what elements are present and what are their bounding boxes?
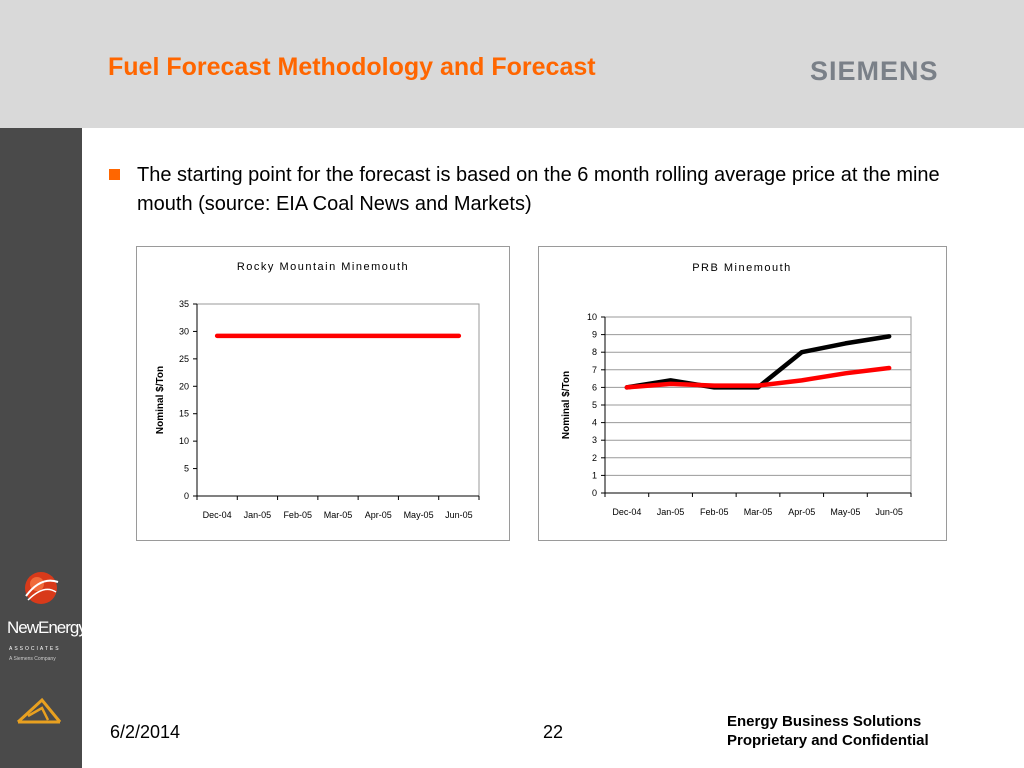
page-number: 22: [543, 722, 564, 742]
y-axis-label: Nominal $/Ton: [155, 366, 166, 434]
x-tick-label: Jan-05: [657, 507, 685, 517]
x-tick-label: Apr-05: [788, 507, 815, 517]
chart-title: PRB Minemouth: [692, 262, 792, 274]
footer-line-1: Energy Business Solutions: [727, 713, 922, 730]
triangle-logo-icon: [16, 697, 62, 724]
x-tick-label: Mar-05: [744, 507, 773, 517]
chart-svg: Rocky Mountain Minemouth 0 5 10 15 20 25 30 35 De…: [155, 261, 480, 520]
y-axis-label: Nominal $/Ton: [561, 371, 572, 439]
x-tick-label: Dec-04: [203, 510, 232, 520]
y-tick-label: 9: [592, 330, 597, 340]
y-tick-label: 7: [592, 365, 597, 375]
chart-title: Rocky Mountain Minemouth: [237, 261, 409, 273]
y-tick-label: 0: [592, 488, 597, 498]
bullet-text: The starting point for the forecast is b…: [137, 164, 940, 215]
x-tick-label: Jun-05: [875, 507, 903, 517]
y-tick-label: 15: [179, 409, 189, 419]
x-tick-label: May-05: [404, 510, 434, 520]
x-tick-label: Apr-05: [365, 510, 392, 520]
footer-line-2: Proprietary and Confidential: [727, 732, 929, 749]
x-tick-label: Feb-05: [700, 507, 729, 517]
plot-frame: [196, 303, 480, 497]
y-tick-label: 8: [592, 347, 597, 357]
y-tick-label: 20: [179, 381, 189, 391]
page-title: Fuel Forecast Methodology and Forecast: [108, 53, 596, 81]
x-tick-label: Mar-05: [324, 510, 353, 520]
siemens-logo: SIEMENS: [810, 56, 939, 86]
y-tick-label: 35: [179, 299, 189, 309]
newenergy-logo-icon: [25, 572, 59, 604]
series-line-0: [624, 334, 892, 390]
footer-date: 6/2/2014: [110, 722, 181, 742]
x-tick-label: Feb-05: [283, 510, 312, 520]
series-line-1: [624, 365, 892, 390]
y-tick-label: 5: [184, 464, 189, 474]
footer-confidential: Energy Business Solutions Proprietary an…: [727, 712, 929, 750]
rocky-mountain-chart: Rocky Mountain Minemouth 0 5 10 15 20 25 30 35 De…: [136, 246, 510, 541]
y-tick-label: 10: [179, 436, 189, 446]
chart-svg: PRB Minemouth 0 1 2 3 4 5 6 7 8 9 10 Dec-04 Jan-05 Feb…: [561, 262, 912, 517]
y-tick-label: 0: [184, 491, 189, 501]
y-tick-label: 1: [592, 470, 597, 480]
y-tick-label: 4: [592, 418, 597, 428]
prb-chart: PRB Minemouth 0 1 2 3 4 5 6 7 8 9 10 Dec-04 Jan-05 Feb…: [538, 246, 947, 541]
x-tick-label: Jun-05: [445, 510, 473, 520]
y-tick-label: 5: [592, 400, 597, 410]
x-tick-label: May-05: [830, 507, 860, 517]
x-tick-label: Jan-05: [244, 510, 272, 520]
y-tick-label: 2: [592, 453, 597, 463]
y-tick-label: 10: [587, 312, 597, 322]
y-tick-label: 25: [179, 354, 189, 364]
x-tick-label: Dec-04: [612, 507, 641, 517]
y-tick-label: 3: [592, 435, 597, 445]
logo-wordmark: NewEnergy: [7, 618, 87, 637]
logo-company: A Siemens Company: [9, 656, 56, 662]
y-tick-label: 6: [592, 382, 597, 392]
y-tick-label: 30: [179, 326, 189, 336]
header-bar: [0, 0, 1024, 128]
logo-associates: ASSOCIATES: [9, 646, 61, 652]
sidebar: [0, 128, 82, 768]
bullet-square-icon: [109, 169, 120, 180]
